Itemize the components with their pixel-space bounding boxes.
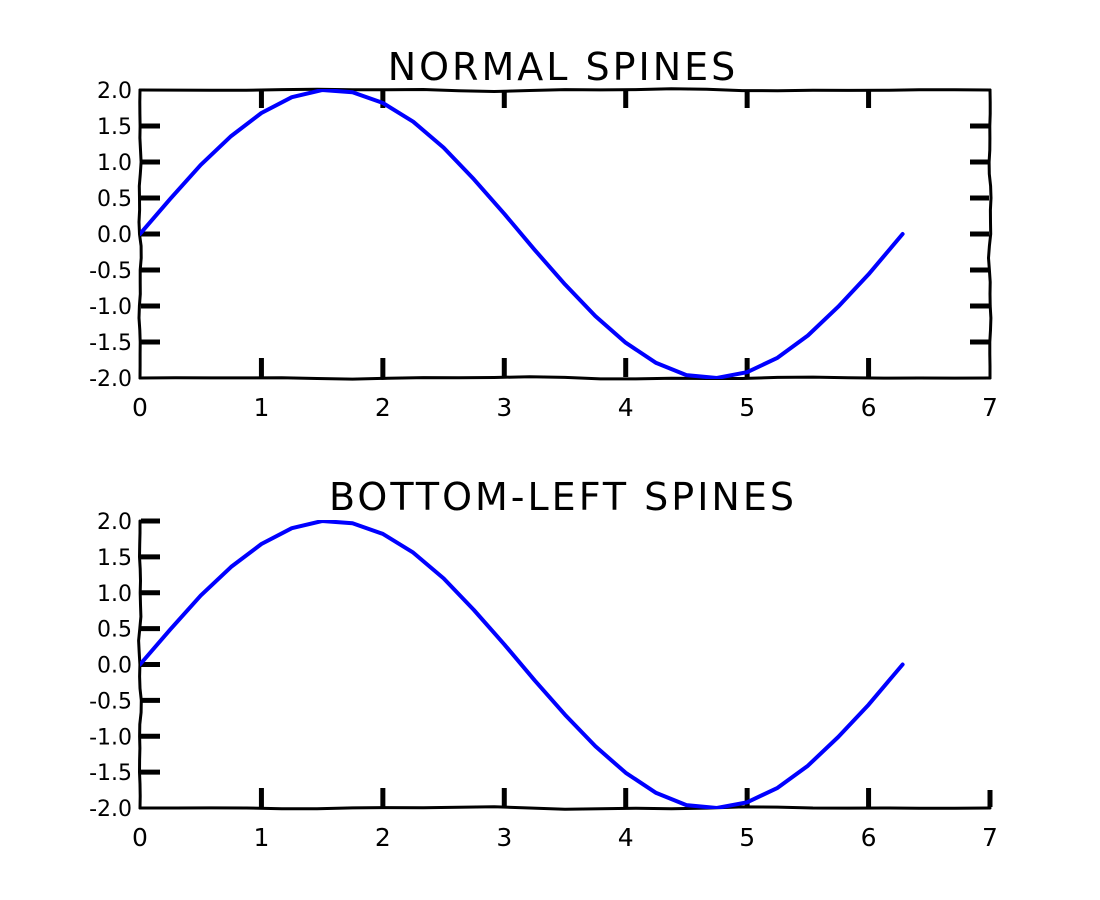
y-tick-label: 2.0 — [97, 510, 132, 535]
y-tick-label: -1.0 — [89, 295, 132, 320]
x-tick-label: 5 — [739, 823, 755, 852]
x-tick-label: 7 — [982, 393, 998, 422]
chart-bottom-left-spines: BOTTOM-LEFT SPINES 0 1 2 3 4 5 6 7 2.0 1.5 1.0 0.5 0… — [89, 475, 998, 852]
y-tick-label: -2.0 — [89, 367, 132, 392]
y-tick-label: -2.0 — [89, 797, 132, 822]
y-tick-label: 1.5 — [97, 546, 132, 571]
y-tick-label: 0.5 — [97, 618, 132, 643]
y-tick-label: 2.0 — [97, 79, 132, 104]
spine-bottom — [138, 375, 992, 381]
y-tick-label: -1.5 — [89, 761, 132, 786]
y-tick-label: 0.5 — [97, 187, 132, 212]
y-tick-label: -1.5 — [89, 331, 132, 356]
x-tick-label: 6 — [861, 823, 877, 852]
x-tick-label: 2 — [375, 393, 391, 422]
series-line — [140, 520, 905, 809]
x-tick-label: 1 — [253, 393, 269, 422]
y-tick-label: -0.5 — [89, 689, 132, 714]
series-line — [140, 89, 905, 379]
spine-bottom — [138, 805, 992, 811]
y-tick-label: 0.0 — [97, 654, 132, 679]
y-tick-label: -1.0 — [89, 725, 132, 750]
y-tick-label: 1.0 — [97, 151, 132, 176]
x-tick-label: 2 — [375, 823, 391, 852]
y-tick-label: 1.5 — [97, 115, 132, 140]
x-tick-label: 3 — [496, 823, 512, 852]
x-tick-label: 4 — [618, 393, 634, 422]
y-tick-label: -0.5 — [89, 259, 132, 284]
x-tick-label: 7 — [982, 823, 998, 852]
x-tick-label: 4 — [618, 823, 634, 852]
x-tick-label: 0 — [132, 393, 148, 422]
x-tick-label: 1 — [253, 823, 269, 852]
x-tick-label: 0 — [132, 823, 148, 852]
spine-left — [137, 519, 143, 810]
x-tick-label: 5 — [739, 393, 755, 422]
y-tick-label: 0.0 — [97, 223, 132, 248]
x-tick-label: 6 — [861, 393, 877, 422]
x-tick-label: 3 — [496, 393, 512, 422]
spine-top — [138, 87, 992, 93]
y-tick-label: 1.0 — [97, 582, 132, 607]
spine-left — [137, 88, 143, 380]
chart-normal-spines: NORMAL SPINES 0 1 2 3 4 5 6 7 2.0 1.5 1.0 0.5 0.0 -0.… — [89, 45, 998, 422]
chart-title: BOTTOM-LEFT SPINES — [329, 475, 797, 519]
chart-title: NORMAL SPINES — [388, 45, 739, 89]
spine-right — [987, 88, 993, 380]
